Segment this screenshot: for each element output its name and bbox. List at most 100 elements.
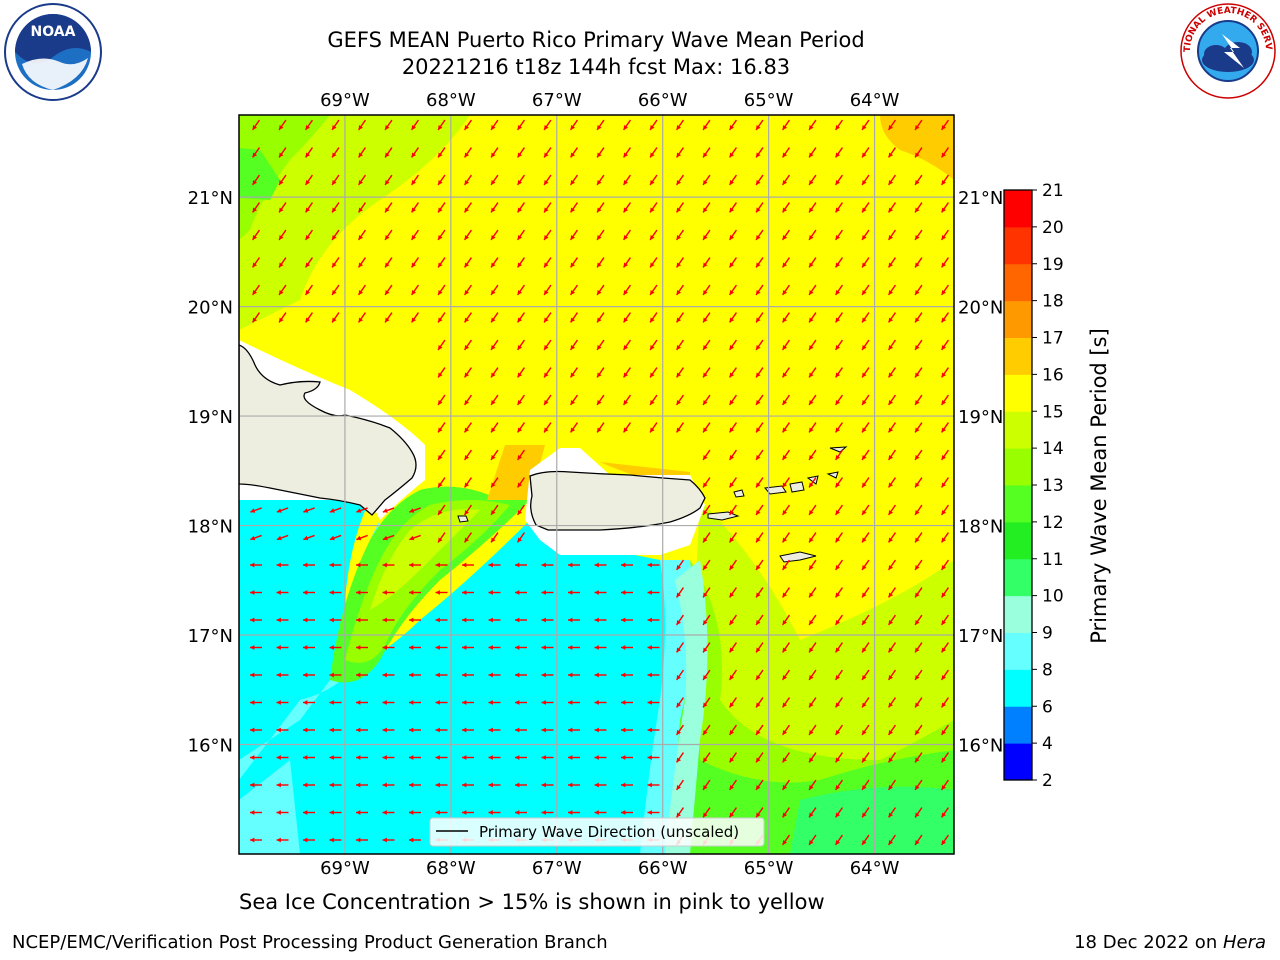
wave-direction-arrow <box>728 394 738 406</box>
wave-direction-arrow <box>808 202 817 213</box>
wave-direction-arrow <box>278 147 287 158</box>
wave-direction-arrow <box>861 559 870 571</box>
wave-direction-arrow <box>834 367 844 378</box>
wave-direction-arrow <box>356 755 368 760</box>
wave-direction-arrow <box>940 807 950 818</box>
wave-direction-arrow <box>834 724 844 736</box>
wave-direction-arrow <box>410 174 420 186</box>
wave-direction-arrow <box>569 312 579 323</box>
map-area <box>239 115 954 854</box>
wave-direction-arrow <box>728 367 738 378</box>
footer-branch: NCEP/EMC/Verification Post Processing Pr… <box>12 932 608 953</box>
wave-direction-arrow <box>250 590 262 595</box>
wave-direction-arrow <box>278 229 287 241</box>
wave-direction-arrow <box>569 147 579 158</box>
wave-direction-arrow <box>647 727 660 733</box>
wave-direction-arrow <box>808 779 817 791</box>
wave-direction-arrow <box>409 617 421 623</box>
wave-direction-arrow <box>356 562 368 568</box>
wave-direction-arrow <box>543 119 552 131</box>
wave-direction-arrow <box>304 284 314 296</box>
wave-direction-arrow <box>861 532 870 543</box>
wave-direction-arrow <box>543 312 552 323</box>
wave-direction-arrow <box>781 284 791 296</box>
wave-direction-arrow <box>781 779 791 791</box>
wave-direction-arrow <box>781 119 791 131</box>
wave-direction-arrow <box>808 449 817 461</box>
wave-direction-arrow <box>702 614 711 626</box>
wave-direction-arrow <box>357 257 367 268</box>
wave-direction-arrow <box>834 504 844 516</box>
field-contour-16-17 <box>880 115 954 180</box>
wave-direction-arrow <box>250 617 262 623</box>
field-contour-8-9-east <box>640 560 694 854</box>
wave-direction-arrow <box>781 367 791 378</box>
wave-direction-arrow <box>304 229 314 241</box>
wave-direction-arrow <box>490 284 499 296</box>
wave-direction-arrow <box>940 394 950 406</box>
wave-direction-arrow <box>649 257 658 268</box>
wave-direction-arrow <box>861 504 870 516</box>
wave-direction-arrow <box>834 312 844 323</box>
wave-direction-arrow <box>462 782 474 788</box>
wave-direction-arrow <box>409 782 421 788</box>
wave-direction-arrow <box>329 727 342 733</box>
map-subtitle: 20221216 t18z 144h fcst Max: 16.83 <box>401 55 791 79</box>
wave-direction-arrow <box>304 174 314 186</box>
wave-direction-arrow <box>515 700 527 705</box>
wave-direction-arrow <box>543 202 552 213</box>
wave-direction-arrow <box>303 590 315 595</box>
wave-direction-arrow <box>516 532 526 543</box>
lon-label-top: 66°W <box>638 90 688 111</box>
wave-direction-arrow <box>515 672 527 678</box>
wave-direction-arrow <box>914 614 923 626</box>
colorbar-tick-label: 12 <box>1042 513 1064 533</box>
wave-direction-arrow <box>463 229 473 241</box>
wave-direction-arrow <box>251 284 261 296</box>
wave-direction-arrow <box>940 119 950 131</box>
wave-direction-arrow <box>515 617 527 623</box>
wave-direction-arrow <box>808 339 817 351</box>
wave-direction-arrow <box>755 642 764 653</box>
wave-direction-arrow <box>569 229 579 241</box>
wave-direction-arrow <box>940 449 950 461</box>
wave-direction-arrow <box>940 559 950 571</box>
wave-direction-arrow <box>462 617 474 623</box>
wave-direction-arrow <box>596 312 605 323</box>
wave-direction-arrow <box>568 590 580 595</box>
colorbar-tick-label: 21 <box>1042 181 1064 201</box>
lon-label-top: 64°W <box>850 90 900 111</box>
wave-direction-arrow <box>437 147 446 158</box>
wave-direction-arrow <box>435 590 448 595</box>
wave-direction-arrow <box>728 807 738 818</box>
colorbar-tick-label: 18 <box>1042 292 1064 312</box>
colorbar-tick-label: 14 <box>1042 439 1064 459</box>
wave-direction-arrow <box>382 672 395 678</box>
wave-direction-arrow <box>622 147 632 158</box>
wave-direction-arrow <box>861 477 870 488</box>
wave-direction-arrow <box>861 697 870 708</box>
wave-direction-arrow <box>728 587 738 598</box>
wave-direction-arrow <box>251 147 261 158</box>
wave-direction-arrow <box>914 119 923 131</box>
wave-direction-arrow <box>808 119 817 131</box>
wave-direction-arrow <box>382 562 395 568</box>
wave-direction-arrow <box>622 174 632 186</box>
wave-direction-arrow <box>250 755 262 760</box>
wave-direction-arrow <box>808 642 817 653</box>
wave-direction-arrow <box>755 257 764 268</box>
wave-direction-arrow <box>914 559 923 571</box>
wave-direction-arrow <box>278 202 287 213</box>
wave-direction-arrow <box>887 724 897 736</box>
wave-direction-arrow <box>357 119 367 131</box>
wave-direction-arrow <box>463 257 473 268</box>
field-contour-12-13 <box>239 115 330 240</box>
wave-direction-arrow <box>276 562 289 568</box>
wave-direction-arrow <box>437 339 446 351</box>
wave-direction-arrow <box>382 837 395 843</box>
wave-direction-arrow <box>541 645 554 650</box>
wave-direction-arrow <box>622 229 632 241</box>
wave-direction-arrow <box>808 394 817 406</box>
wave-direction-arrow <box>887 312 897 323</box>
